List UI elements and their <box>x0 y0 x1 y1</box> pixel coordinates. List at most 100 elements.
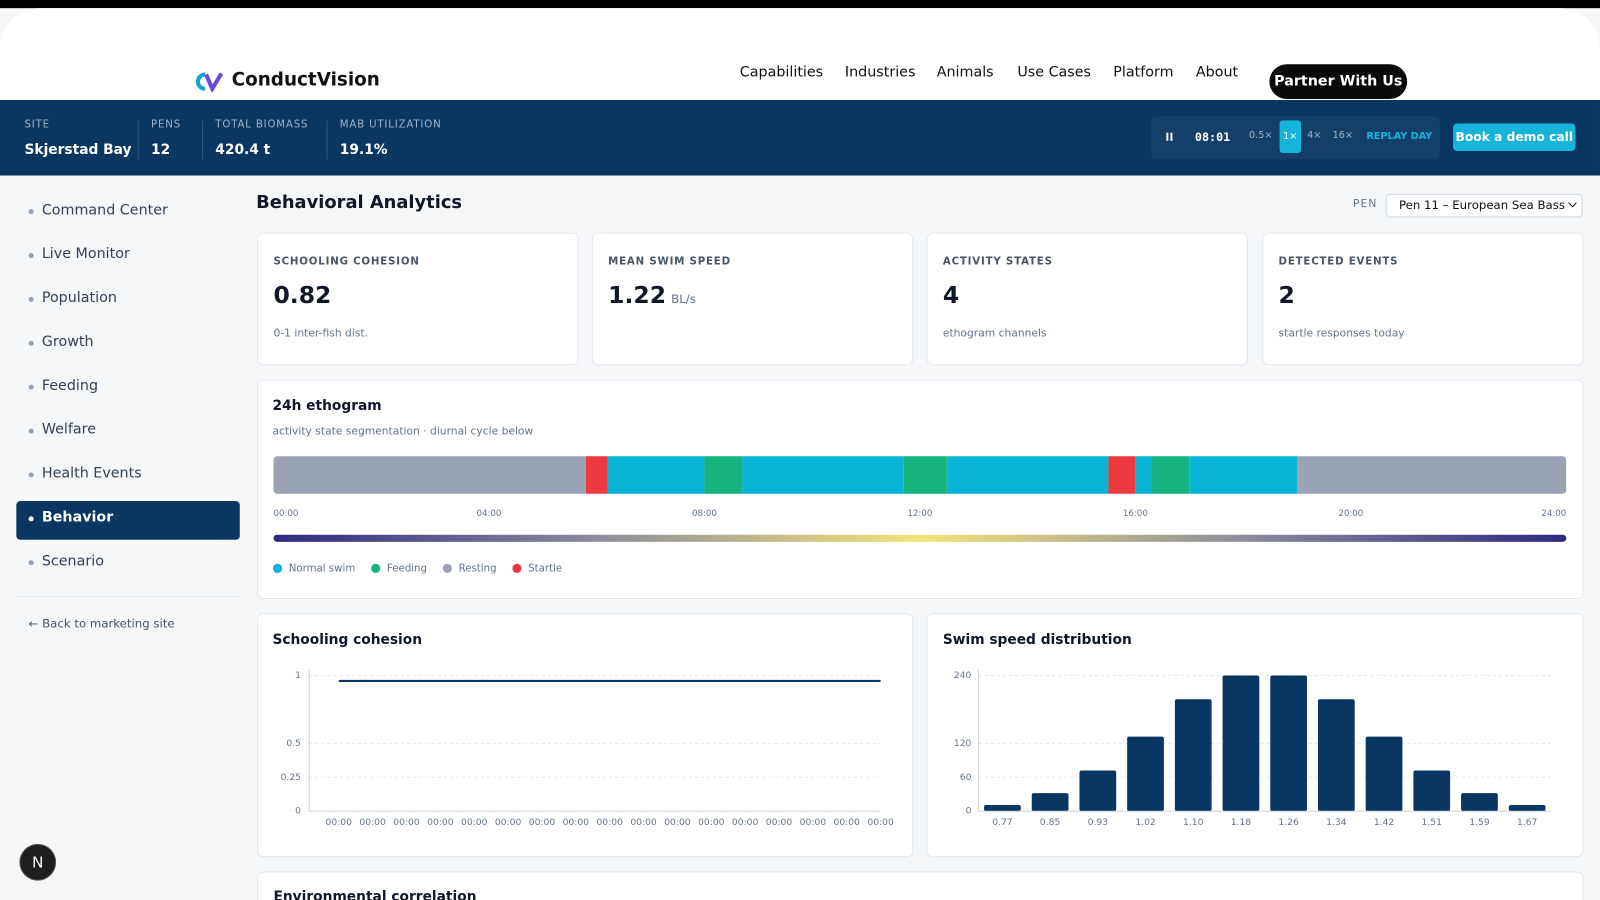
legend-swatch <box>272 563 283 573</box>
sidebar-link[interactable]: Behavior <box>41 509 114 526</box>
bar <box>1270 675 1308 812</box>
speed-button[interactable]: 1× <box>1279 120 1302 154</box>
bar <box>1174 699 1212 812</box>
stat-value: Skjerstad Bay <box>24 141 132 159</box>
x-tick-label: 00:00 <box>529 817 556 828</box>
bar <box>1365 736 1403 812</box>
bar <box>1508 804 1546 812</box>
sidebar-link[interactable]: Welfare <box>41 421 97 438</box>
kpi-card: DETECTED EVENTS 2 startle responses today <box>1262 232 1584 366</box>
legend-swatch <box>512 563 522 573</box>
sidebar-link[interactable]: Health Events <box>41 465 142 482</box>
dev-badge[interactable]: N <box>19 843 57 881</box>
stat-value: 12 <box>151 141 171 159</box>
ethogram-segment <box>1108 456 1136 494</box>
ethogram-segment <box>1151 456 1190 494</box>
ethogram-segment <box>704 456 743 494</box>
y-tick-label: 1 <box>295 670 301 681</box>
bar <box>1413 770 1451 812</box>
kpi-value: 2 <box>1278 282 1295 310</box>
x-tick-label: 24:00 <box>1541 509 1566 519</box>
nav-bullet <box>28 516 34 522</box>
x-tick-label: 00:00 <box>563 817 590 828</box>
kpi-label: SCHOOLING COHESION <box>273 256 420 268</box>
ethogram-segment <box>1135 456 1152 494</box>
nav-bullet <box>28 560 34 566</box>
pause-button[interactable] <box>1166 132 1169 141</box>
kpi-card: SCHOOLING COHESION 0.82 0-1 inter-fish dis… <box>257 232 579 366</box>
status-bar: SITE Skjerstad Bay PENS 12 TOTAL BIOMASS 420.… <box>0 99 1600 176</box>
kpi-card: MEAN SWIM SPEED 1.22 BL/s <box>591 232 914 366</box>
sidebar-link[interactable]: Feeding <box>41 377 99 394</box>
kpi-card: ACTIVITY STATES 4 ethogram channels <box>926 232 1248 366</box>
x-tick-label: 00:00 <box>273 509 298 519</box>
partner-button[interactable]: Partner With Us <box>1269 64 1408 99</box>
y-tick-label: 0 <box>295 806 301 817</box>
sidebar-link[interactable]: Live Monitor <box>41 245 130 263</box>
brand[interactable]: ConductVision <box>231 69 380 91</box>
kpi-value: 4 <box>942 282 960 310</box>
kpi-sub: 0-1 inter-fish dist. <box>273 327 369 340</box>
sidebar-link[interactable]: Scenario <box>41 553 104 570</box>
x-tick-label: 00:00 <box>427 817 454 828</box>
ethogram-segment <box>607 456 705 494</box>
pen-label: PEN <box>1353 197 1378 211</box>
page-title: Behavioral Analytics <box>256 192 463 214</box>
kpi-unit: BL/s <box>671 291 696 307</box>
x-tick-label: 16:00 <box>1123 509 1148 519</box>
x-tick-label: 00:00 <box>800 817 827 828</box>
stat-divider <box>326 120 328 160</box>
card-title: Environmental correlation <box>273 888 477 900</box>
sidebar-link[interactable]: Population <box>41 289 117 307</box>
x-tick-label: 00:00 <box>359 817 386 828</box>
pen-select[interactable]: Pen 11 – European Sea Bass <box>1385 193 1583 218</box>
ethogram-segment <box>273 456 586 494</box>
chart-subtitle: activity state segmentation · diurnal cy… <box>272 425 533 438</box>
speed-button[interactable]: 0.5× <box>1248 129 1273 141</box>
x-tick-label: 00:00 <box>495 817 522 828</box>
replay-button[interactable]: REPLAY DAY <box>1366 130 1433 142</box>
nav-active-bg <box>16 501 240 540</box>
nav-link[interactable]: Animals <box>936 64 994 81</box>
stat-divider <box>137 120 139 160</box>
y-tick-label: 0.25 <box>281 772 302 783</box>
speed-button[interactable]: 16× <box>1332 129 1354 141</box>
nav-link[interactable]: Industries <box>844 64 916 81</box>
nav-bullet <box>28 384 34 390</box>
x-tick-label: 00:00 <box>732 817 759 828</box>
x-tick-label: 1.42 <box>1374 817 1394 828</box>
bar <box>1127 736 1164 812</box>
x-tick-label: 1.26 <box>1278 817 1299 828</box>
nav-link[interactable]: Capabilities <box>739 64 824 81</box>
bar <box>1461 793 1498 812</box>
nav-link[interactable]: About <box>1195 64 1239 81</box>
ethogram-bar <box>273 456 1567 494</box>
header: ConductVision Partner With Us <box>0 8 1600 100</box>
sidebar-divider <box>16 595 240 597</box>
nav-link[interactable]: Platform <box>1113 64 1174 81</box>
ethogram-segment <box>1296 456 1567 494</box>
sidebar-link[interactable]: Command Center <box>41 202 168 219</box>
kpi-sub: startle responses today <box>1278 327 1405 340</box>
legend-label: Resting <box>459 563 497 574</box>
demo-button[interactable]: Book a demo call <box>1453 123 1576 152</box>
nav-bullet <box>28 253 34 259</box>
nav-link[interactable]: Use Cases <box>1017 64 1091 81</box>
x-tick-label: 0.77 <box>992 817 1013 828</box>
speed-button[interactable]: 4× <box>1307 129 1322 141</box>
x-tick-label: 1.18 <box>1231 817 1252 828</box>
stat-label: SITE <box>24 119 50 131</box>
chart-title: Schooling cohesion <box>272 632 422 648</box>
x-tick-label: 04:00 <box>476 509 501 519</box>
back-link[interactable]: ← Back to marketing site <box>28 616 175 631</box>
stat-label: PENS <box>151 119 182 131</box>
chart-card <box>257 613 914 858</box>
kpi-label: ACTIVITY STATES <box>942 256 1053 268</box>
diurnal-gradient <box>273 534 1567 542</box>
kpi-value: 0.82 <box>273 282 332 310</box>
sidebar-link[interactable]: Growth <box>41 333 94 350</box>
top-strip <box>0 0 1600 9</box>
legend-swatch <box>442 563 452 573</box>
